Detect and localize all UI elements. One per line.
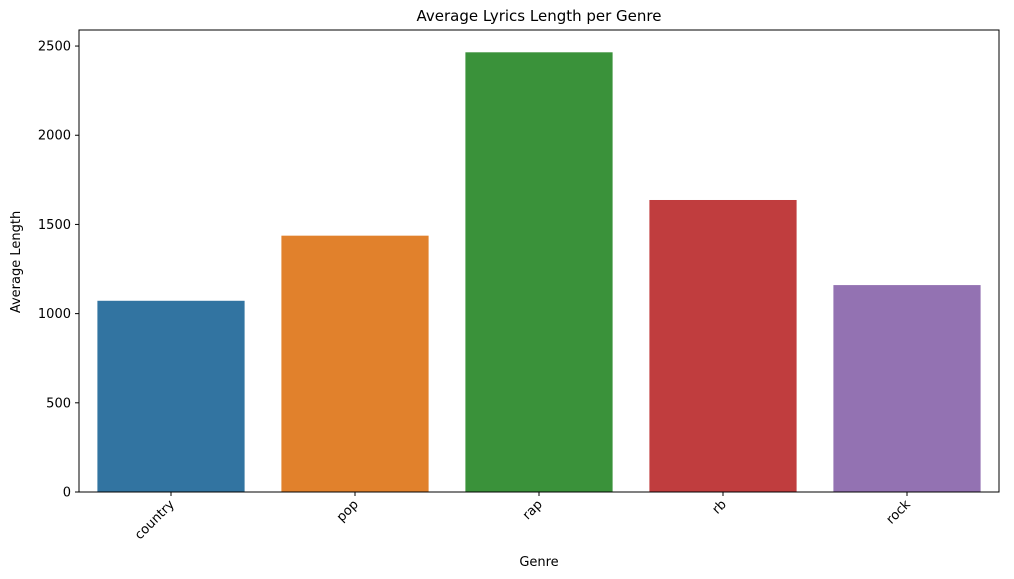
chart-title: Average Lyrics Length per Genre — [416, 7, 661, 25]
bar-rock — [833, 285, 981, 492]
y-axis-label: Average Length — [9, 211, 24, 313]
bar-rap — [465, 52, 613, 493]
y-tick-label: 0 — [63, 486, 71, 501]
bar-pop — [281, 235, 429, 493]
y-tick-label: 2500 — [38, 40, 71, 55]
bar-rb — [649, 199, 797, 493]
y-tick-label: 1000 — [38, 307, 71, 322]
x-tick-label: country — [132, 497, 178, 543]
x-tick-label: rap — [520, 497, 546, 523]
x-tick-label: pop — [334, 497, 362, 525]
x-tick-label: rock — [884, 497, 915, 528]
bars-layer — [97, 52, 981, 493]
y-tick-label: 2000 — [38, 129, 71, 144]
x-axis-label: Genre — [519, 555, 558, 570]
y-tick-label: 1500 — [38, 218, 71, 233]
x-tick-label: rb — [710, 497, 730, 517]
y-tick-label: 500 — [46, 396, 71, 411]
bar-country — [97, 300, 245, 492]
